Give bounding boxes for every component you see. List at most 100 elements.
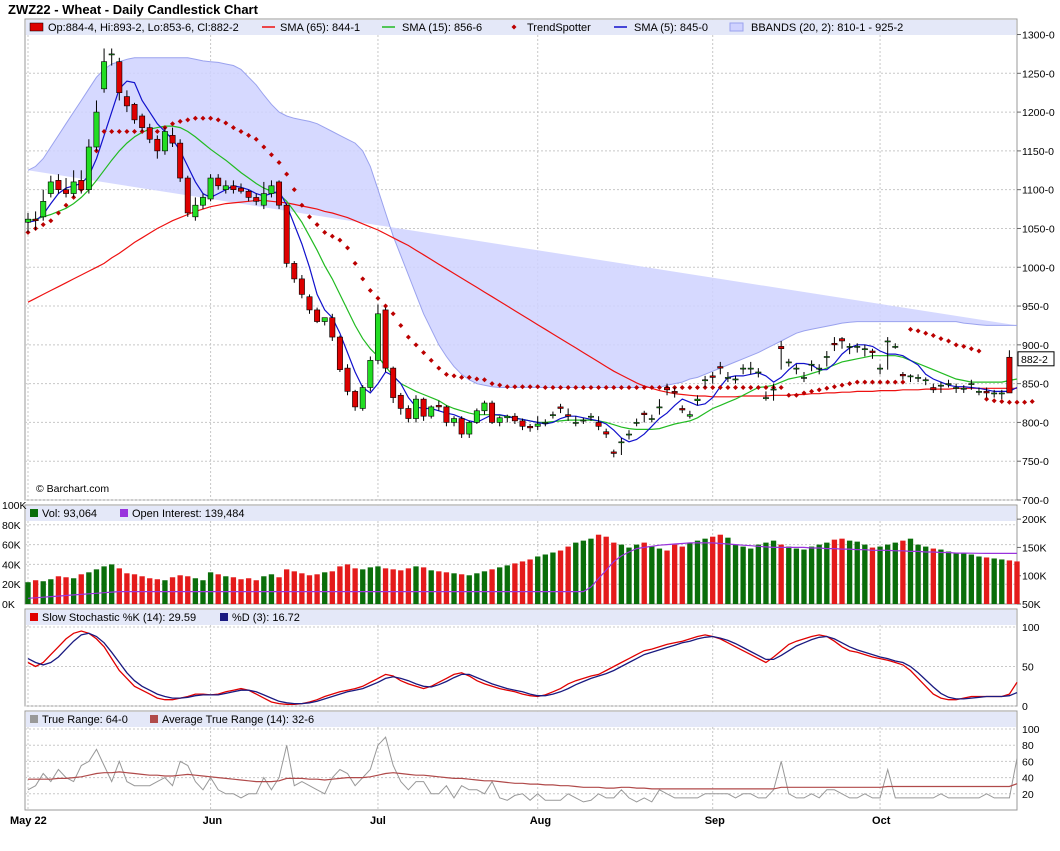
trendspotter-marker: [451, 373, 457, 379]
price-tick-label: 1000-0: [1022, 262, 1055, 274]
trendspotter-marker: [946, 338, 952, 344]
stoch-d-line: [27, 632, 1018, 705]
candle-body: [717, 366, 724, 369]
volume-bar: [846, 540, 853, 604]
volume-bar: [519, 561, 526, 604]
x-tick-label: May 22: [10, 815, 47, 827]
trendspotter-marker: [550, 385, 556, 391]
volume-bar: [770, 540, 777, 604]
volume-bar: [618, 544, 625, 604]
trendspotter-marker: [885, 379, 891, 385]
candle-body: [481, 402, 488, 412]
candle-body: [869, 350, 876, 353]
candle-body: [230, 185, 237, 190]
pane-frame-stoch: [24, 608, 1018, 707]
candle-body: [527, 425, 534, 429]
trendspotter-marker: [405, 334, 411, 340]
trendspotter-marker: [923, 330, 929, 336]
trendspotter-marker: [839, 382, 845, 388]
candle-body: [390, 367, 397, 398]
candle-body: [618, 441, 625, 444]
volume-bar: [398, 570, 404, 604]
true-range-line: [27, 736, 1018, 803]
candle-body: [131, 104, 138, 121]
trendspotter-marker: [116, 128, 122, 134]
candle-body: [709, 375, 716, 378]
candle-body: [991, 392, 998, 395]
trendspotter-marker: [816, 387, 822, 393]
volume-bar: [679, 546, 685, 604]
volume-bar: [542, 554, 548, 604]
trendspotter-marker: [520, 384, 525, 390]
legend-swatch-bbands: [729, 22, 744, 32]
trendspotter-marker: [869, 379, 875, 385]
candle-body: [473, 410, 480, 423]
candle-body: [808, 363, 815, 366]
trendspotter-marker: [778, 385, 784, 391]
trendspotter-marker: [763, 385, 769, 391]
candle-body: [793, 367, 800, 370]
candle-body: [656, 406, 663, 409]
volume-bar: [139, 576, 145, 604]
candle-body: [283, 204, 290, 264]
volume-bar: [283, 569, 290, 604]
volume-tick-label: 60K: [2, 540, 21, 552]
legend-sma15-text: SMA (15): 856-6: [402, 22, 482, 34]
trendspotter-marker: [466, 374, 472, 380]
volume-bar: [580, 540, 587, 604]
volume-bar: [983, 557, 990, 604]
trendspotter-marker: [603, 385, 609, 391]
volume-bar: [664, 550, 670, 604]
volume-bar: [344, 564, 351, 604]
trendspotter-marker: [261, 144, 267, 150]
candle-body: [945, 383, 952, 385]
price-tick-label: 800-0: [1022, 417, 1049, 429]
candle-body: [747, 367, 754, 370]
trendspotter-marker: [831, 384, 837, 390]
candle-body: [85, 146, 92, 190]
trendspotter-marker: [109, 128, 115, 134]
volume-bar: [573, 542, 579, 604]
trendspotter-marker: [489, 381, 495, 387]
volume-bar: [329, 571, 335, 604]
candle-body: [336, 336, 343, 370]
trendspotter-marker: [900, 379, 906, 385]
volume-bar: [299, 573, 305, 604]
volume-bar: [595, 534, 602, 604]
trendspotter-marker: [413, 342, 419, 348]
stoch-k-line: [27, 630, 1018, 706]
volume-bar: [466, 575, 472, 604]
volume-bar: [504, 565, 510, 604]
trendspotter-marker: [824, 385, 830, 391]
trendspotter-marker: [968, 346, 974, 352]
volume-bar: [907, 538, 914, 604]
legend-bar-true-range: [26, 712, 1016, 727]
trendspotter-marker: [999, 398, 1005, 404]
candle-body: [55, 180, 62, 190]
candle-body: [572, 422, 579, 424]
trendspotter-marker: [907, 326, 913, 332]
candle-body: [435, 405, 442, 408]
candle-body: [785, 361, 792, 364]
x-tick-label: Oct: [872, 815, 891, 827]
volume-bar: [512, 563, 518, 604]
candle-body: [641, 412, 648, 415]
legend-swatch-ohlc: [29, 22, 44, 32]
candle-body: [557, 406, 564, 409]
candle-body: [268, 185, 275, 194]
trendspotter-marker: [558, 385, 564, 391]
trendspotter-marker: [748, 385, 754, 391]
trendspotter-marker: [755, 385, 761, 391]
volume-bar: [535, 556, 541, 604]
trendspotter-marker: [580, 385, 586, 391]
trendspotter-marker: [170, 121, 176, 127]
candle-body: [489, 402, 496, 423]
volume-bar: [527, 559, 533, 604]
volume-bar: [763, 542, 769, 604]
volume-bar: [70, 578, 77, 604]
candle-body: [755, 371, 762, 374]
candle-body: [542, 422, 549, 424]
candle-body: [382, 309, 389, 369]
volume-bar: [900, 540, 906, 604]
candle-body: [694, 398, 701, 401]
